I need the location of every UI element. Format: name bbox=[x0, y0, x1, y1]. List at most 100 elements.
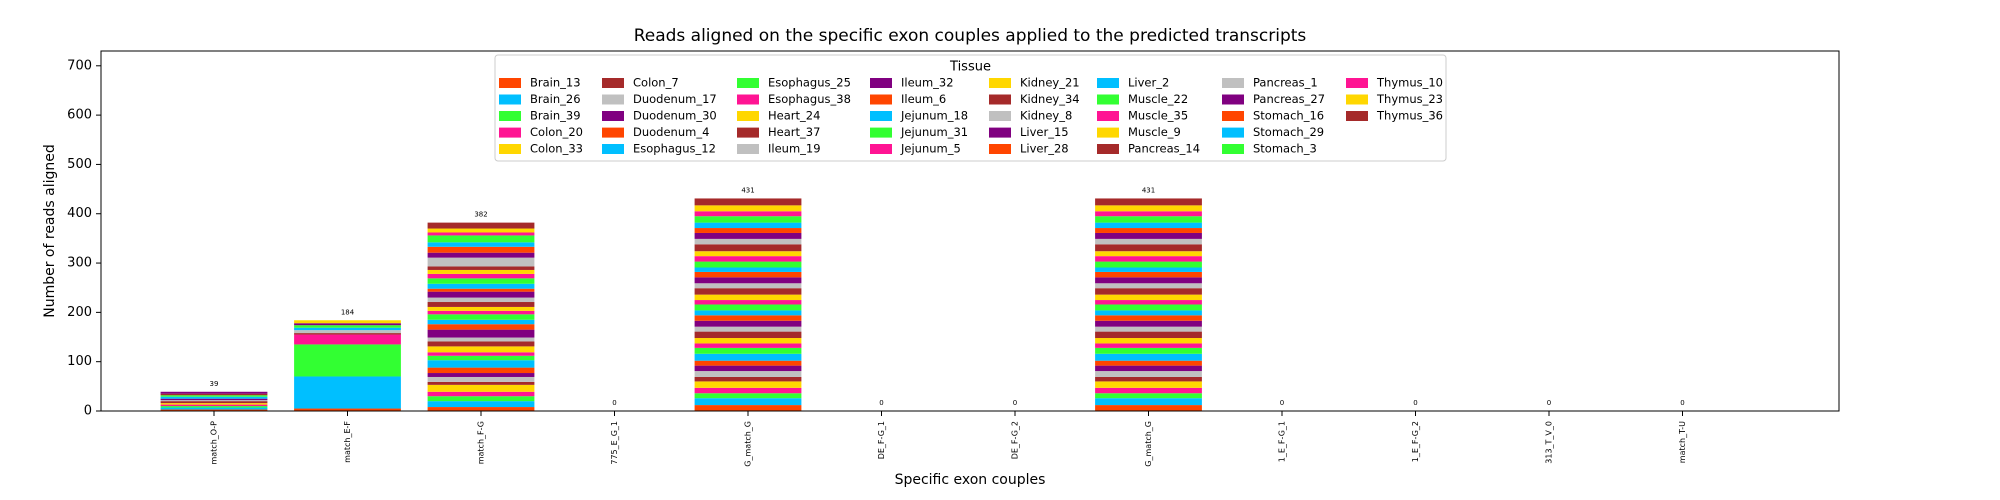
bar-segment bbox=[1095, 228, 1202, 233]
bar-segment bbox=[427, 337, 535, 342]
bar-segment bbox=[160, 391, 268, 394]
y-tick-label: 300 bbox=[67, 256, 92, 271]
legend-label: Colon_7 bbox=[633, 76, 679, 90]
legend-label: Liver_15 bbox=[1020, 125, 1069, 139]
bar-segment bbox=[1095, 320, 1202, 327]
bar-segment bbox=[1095, 232, 1202, 239]
bar-segment bbox=[1095, 205, 1202, 212]
legend-label: Duodenum_4 bbox=[633, 125, 709, 139]
bar-segment bbox=[427, 266, 535, 270]
legend-label: Muscle_9 bbox=[1128, 125, 1181, 139]
y-tick-label: 500 bbox=[67, 157, 92, 172]
bar-segment bbox=[160, 401, 268, 404]
legend-swatch bbox=[602, 78, 624, 88]
bar-segment bbox=[427, 367, 535, 374]
legend-label: Ileum_32 bbox=[901, 76, 954, 90]
bar-segment bbox=[427, 232, 535, 236]
y-tick-label: 0 bbox=[84, 404, 92, 419]
legend-label: Liver_28 bbox=[1020, 142, 1069, 156]
bar-segment bbox=[1095, 277, 1202, 284]
legend-label: Pancreas_1 bbox=[1253, 76, 1318, 90]
bar-segment bbox=[694, 387, 802, 394]
bar-segment bbox=[427, 269, 535, 274]
bar-segment bbox=[427, 302, 535, 307]
legend-label: Duodenum_30 bbox=[633, 109, 717, 123]
bar-segment bbox=[694, 315, 802, 321]
legend-swatch bbox=[1346, 94, 1368, 105]
legend-label: Heart_24 bbox=[768, 109, 820, 123]
x-tick-label: 1_E_F-G_1 bbox=[1278, 421, 1287, 462]
bar-segment bbox=[1095, 376, 1202, 382]
bar-segment bbox=[1095, 347, 1202, 354]
bar-segment bbox=[1095, 271, 1202, 278]
legend-swatch bbox=[602, 111, 624, 121]
bar-segment bbox=[160, 398, 268, 401]
bar-segment bbox=[1095, 288, 1202, 295]
bar-segment bbox=[1095, 315, 1202, 321]
chart-title: Reads aligned on the specific exon coupl… bbox=[634, 26, 1307, 46]
bar-segment bbox=[694, 222, 802, 229]
legend-swatch bbox=[1346, 78, 1368, 88]
bar-segment bbox=[1095, 365, 1202, 372]
legend-swatch bbox=[499, 127, 521, 138]
legend-swatch bbox=[737, 94, 759, 105]
legend-swatch bbox=[1222, 144, 1244, 154]
total-label: 0 bbox=[612, 399, 616, 407]
bar-segment bbox=[694, 338, 802, 344]
legend-swatch bbox=[737, 127, 759, 138]
bar-segment bbox=[427, 306, 535, 311]
bar-segment bbox=[294, 320, 401, 324]
bar-segment bbox=[694, 376, 802, 382]
legend-label: Pancreas_27 bbox=[1253, 92, 1325, 106]
bar-segment bbox=[694, 294, 802, 301]
x-tick-label: 313_T_V_0 bbox=[1545, 421, 1554, 464]
bar-segment bbox=[1095, 338, 1202, 344]
bar-segment bbox=[427, 310, 535, 315]
bar-segment bbox=[1095, 331, 1202, 339]
bar-segment bbox=[694, 393, 802, 399]
legend-box bbox=[494, 54, 1447, 162]
bar-segment bbox=[694, 288, 802, 295]
legend-label: Kidney_8 bbox=[1020, 109, 1072, 123]
plot-frame bbox=[100, 50, 1840, 412]
bar-segment bbox=[1095, 294, 1202, 301]
bar-segment bbox=[1095, 381, 1202, 388]
bar-segment bbox=[294, 334, 401, 345]
legend-label: Esophagus_12 bbox=[633, 142, 716, 156]
total-label: 0 bbox=[879, 399, 883, 407]
bar-segment bbox=[1095, 387, 1202, 394]
bar-segment bbox=[427, 246, 535, 253]
bar-segment bbox=[427, 396, 535, 402]
bar-segment bbox=[427, 278, 535, 284]
total-label: 431 bbox=[741, 186, 754, 194]
bar-segment bbox=[160, 395, 268, 397]
legend-label: Muscle_22 bbox=[1128, 92, 1188, 106]
bar-segment bbox=[694, 238, 802, 245]
bar-segment bbox=[427, 297, 535, 303]
bar-segment bbox=[1095, 238, 1202, 245]
legend-swatch bbox=[499, 111, 521, 121]
x-tick-label: G_match_G bbox=[1144, 421, 1153, 467]
y-tick-label: 200 bbox=[67, 305, 92, 320]
bar-segment bbox=[160, 407, 268, 410]
legend-swatch bbox=[499, 94, 521, 105]
legend-swatch bbox=[1222, 127, 1244, 138]
legend-swatch bbox=[989, 78, 1011, 88]
bar-segment bbox=[427, 346, 535, 353]
bar-segment bbox=[294, 330, 401, 334]
bar-segment bbox=[160, 409, 268, 411]
legend-swatch bbox=[870, 78, 892, 88]
legend-label: Jejunum_31 bbox=[900, 125, 968, 139]
bar-segment bbox=[694, 267, 802, 272]
legend-swatch bbox=[989, 144, 1011, 154]
legend-swatch bbox=[499, 144, 521, 154]
legend-label: Esophagus_38 bbox=[768, 92, 851, 106]
total-label: 431 bbox=[1142, 186, 1155, 194]
legend-swatch bbox=[1222, 78, 1244, 88]
bar-segment bbox=[427, 228, 535, 233]
legend-label: Jejunum_5 bbox=[900, 142, 961, 156]
bar-segment bbox=[694, 283, 802, 289]
bar-segment bbox=[1095, 244, 1202, 252]
bar-segment bbox=[694, 365, 802, 372]
bar-segment bbox=[1095, 371, 1202, 377]
